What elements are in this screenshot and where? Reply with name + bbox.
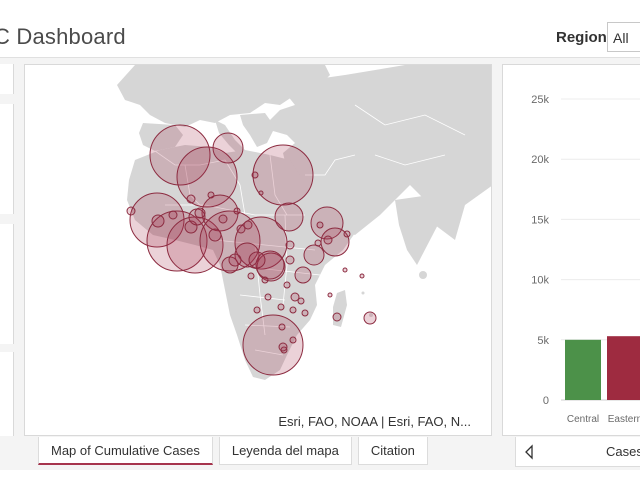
land-balkans: [240, 113, 275, 147]
map-tabs: Map of Cumulative Cases Leyenda del mapa…: [38, 437, 428, 465]
case-bubble[interactable]: [252, 144, 314, 206]
case-bubble[interactable]: [283, 281, 291, 289]
land-arabia: [295, 173, 370, 240]
case-bubble[interactable]: [251, 171, 259, 179]
land-scandinavia: [205, 65, 240, 83]
case-bubble[interactable]: [332, 312, 342, 322]
case-bubble[interactable]: [129, 192, 185, 248]
case-bubble[interactable]: [261, 276, 269, 284]
region-select[interactable]: All: [607, 22, 640, 52]
case-bubble[interactable]: [242, 314, 304, 376]
case-bubble[interactable]: [166, 216, 224, 274]
map-panel[interactable]: Esri, FAO, NOAA | Esri, FAO, N...: [24, 64, 492, 436]
case-bubble[interactable]: [247, 272, 255, 280]
bar-central[interactable]: [565, 339, 601, 400]
land-madagascar: [333, 290, 347, 327]
case-bubble[interactable]: [248, 251, 266, 269]
chart-panel: 0 5k 10k 15k 20k 25k Central Eastern: [502, 64, 640, 436]
land-iberia: [139, 123, 183, 151]
y-tick-label: 15k: [531, 214, 549, 226]
case-bubble[interactable]: [149, 124, 211, 186]
case-bubble[interactable]: [234, 216, 288, 270]
left-panel-stub: [0, 224, 14, 344]
case-bubble[interactable]: [316, 221, 324, 229]
header-bar: C Dashboard Region All: [0, 0, 640, 58]
case-bubble[interactable]: [236, 224, 246, 234]
region-filter-label: Region: [556, 29, 607, 46]
chevron-left-icon[interactable]: [524, 444, 534, 460]
case-bubble[interactable]: [314, 239, 322, 247]
y-tick-label: 5k: [537, 335, 549, 347]
cases-bar-chart: 0 5k 10k 15k 20k 25k Central Eastern: [531, 94, 640, 425]
case-bubble[interactable]: [342, 267, 348, 273]
case-bubble[interactable]: [253, 306, 261, 314]
x-tick-label: Central: [567, 414, 599, 425]
case-bubble[interactable]: [278, 323, 286, 331]
tab-map-legend[interactable]: Leyenda del mapa: [218, 437, 352, 465]
land-sri-lanka: [419, 271, 427, 279]
case-bubble[interactable]: [289, 336, 297, 344]
case-bubble[interactable]: [303, 244, 325, 266]
case-bubble[interactable]: [323, 235, 333, 245]
tab-citation[interactable]: Citation: [357, 437, 428, 465]
case-bubble[interactable]: [327, 292, 333, 298]
case-bubble[interactable]: [278, 342, 288, 352]
case-bubble[interactable]: [218, 214, 228, 224]
case-bubble[interactable]: [256, 252, 286, 282]
land-island: [369, 313, 373, 317]
left-panel-stub: [0, 352, 14, 436]
bar-eastern[interactable]: [607, 336, 640, 400]
y-tick-label: 25k: [531, 94, 549, 106]
tab-map-of-cumulative-cases[interactable]: Map of Cumulative Cases: [38, 437, 213, 465]
chart-tabs: Cases: [515, 437, 640, 467]
y-tick-label: 0: [543, 395, 549, 407]
land-italy: [215, 120, 245, 155]
y-tick-label: 10k: [531, 275, 549, 287]
map-attribution: Esri, FAO, NOAA | Esri, FAO, N...: [276, 414, 473, 429]
case-bubble[interactable]: [280, 346, 288, 354]
land-india: [395, 195, 443, 265]
bottom-strip: [0, 470, 640, 480]
case-bubble[interactable]: [208, 228, 222, 242]
case-bubbles[interactable]: [126, 124, 377, 376]
case-bubble[interactable]: [290, 292, 300, 302]
case-bubble[interactable]: [301, 309, 309, 317]
case-bubble[interactable]: [212, 132, 244, 164]
case-bubble[interactable]: [343, 230, 351, 238]
case-bubble[interactable]: [264, 293, 272, 301]
case-bubble[interactable]: [126, 206, 136, 216]
case-bubble[interactable]: [233, 207, 241, 215]
land-europe: [117, 65, 330, 127]
case-bubble[interactable]: [186, 194, 196, 204]
case-bubble[interactable]: [255, 250, 285, 280]
case-bubble[interactable]: [359, 273, 365, 279]
case-bubble[interactable]: [285, 255, 295, 265]
case-bubble[interactable]: [228, 253, 242, 267]
case-bubble[interactable]: [199, 210, 261, 272]
case-bubble[interactable]: [168, 210, 178, 220]
case-bubble[interactable]: [274, 202, 304, 232]
case-bubble[interactable]: [258, 190, 264, 196]
case-bubble[interactable]: [294, 266, 312, 284]
case-bubble[interactable]: [297, 297, 305, 305]
y-tick-label: 20k: [531, 154, 549, 166]
case-bubble[interactable]: [363, 311, 377, 325]
x-tick-label: Eastern: [608, 414, 640, 425]
case-bubble[interactable]: [277, 303, 285, 311]
dashboard-title: C Dashboard: [0, 24, 126, 49]
case-bubble[interactable]: [243, 220, 253, 230]
case-bubble[interactable]: [285, 240, 295, 250]
case-bubble[interactable]: [207, 191, 215, 199]
case-bubble[interactable]: [194, 207, 206, 219]
africa-map[interactable]: [25, 65, 492, 436]
case-bubble[interactable]: [310, 206, 344, 240]
case-bubble[interactable]: [289, 306, 297, 314]
land-island: [361, 291, 365, 295]
left-panel-stub: [0, 104, 14, 214]
tab-cases[interactable]: Cases: [606, 444, 640, 459]
left-panel-stub: [0, 64, 14, 94]
case-bubble[interactable]: [151, 214, 165, 228]
